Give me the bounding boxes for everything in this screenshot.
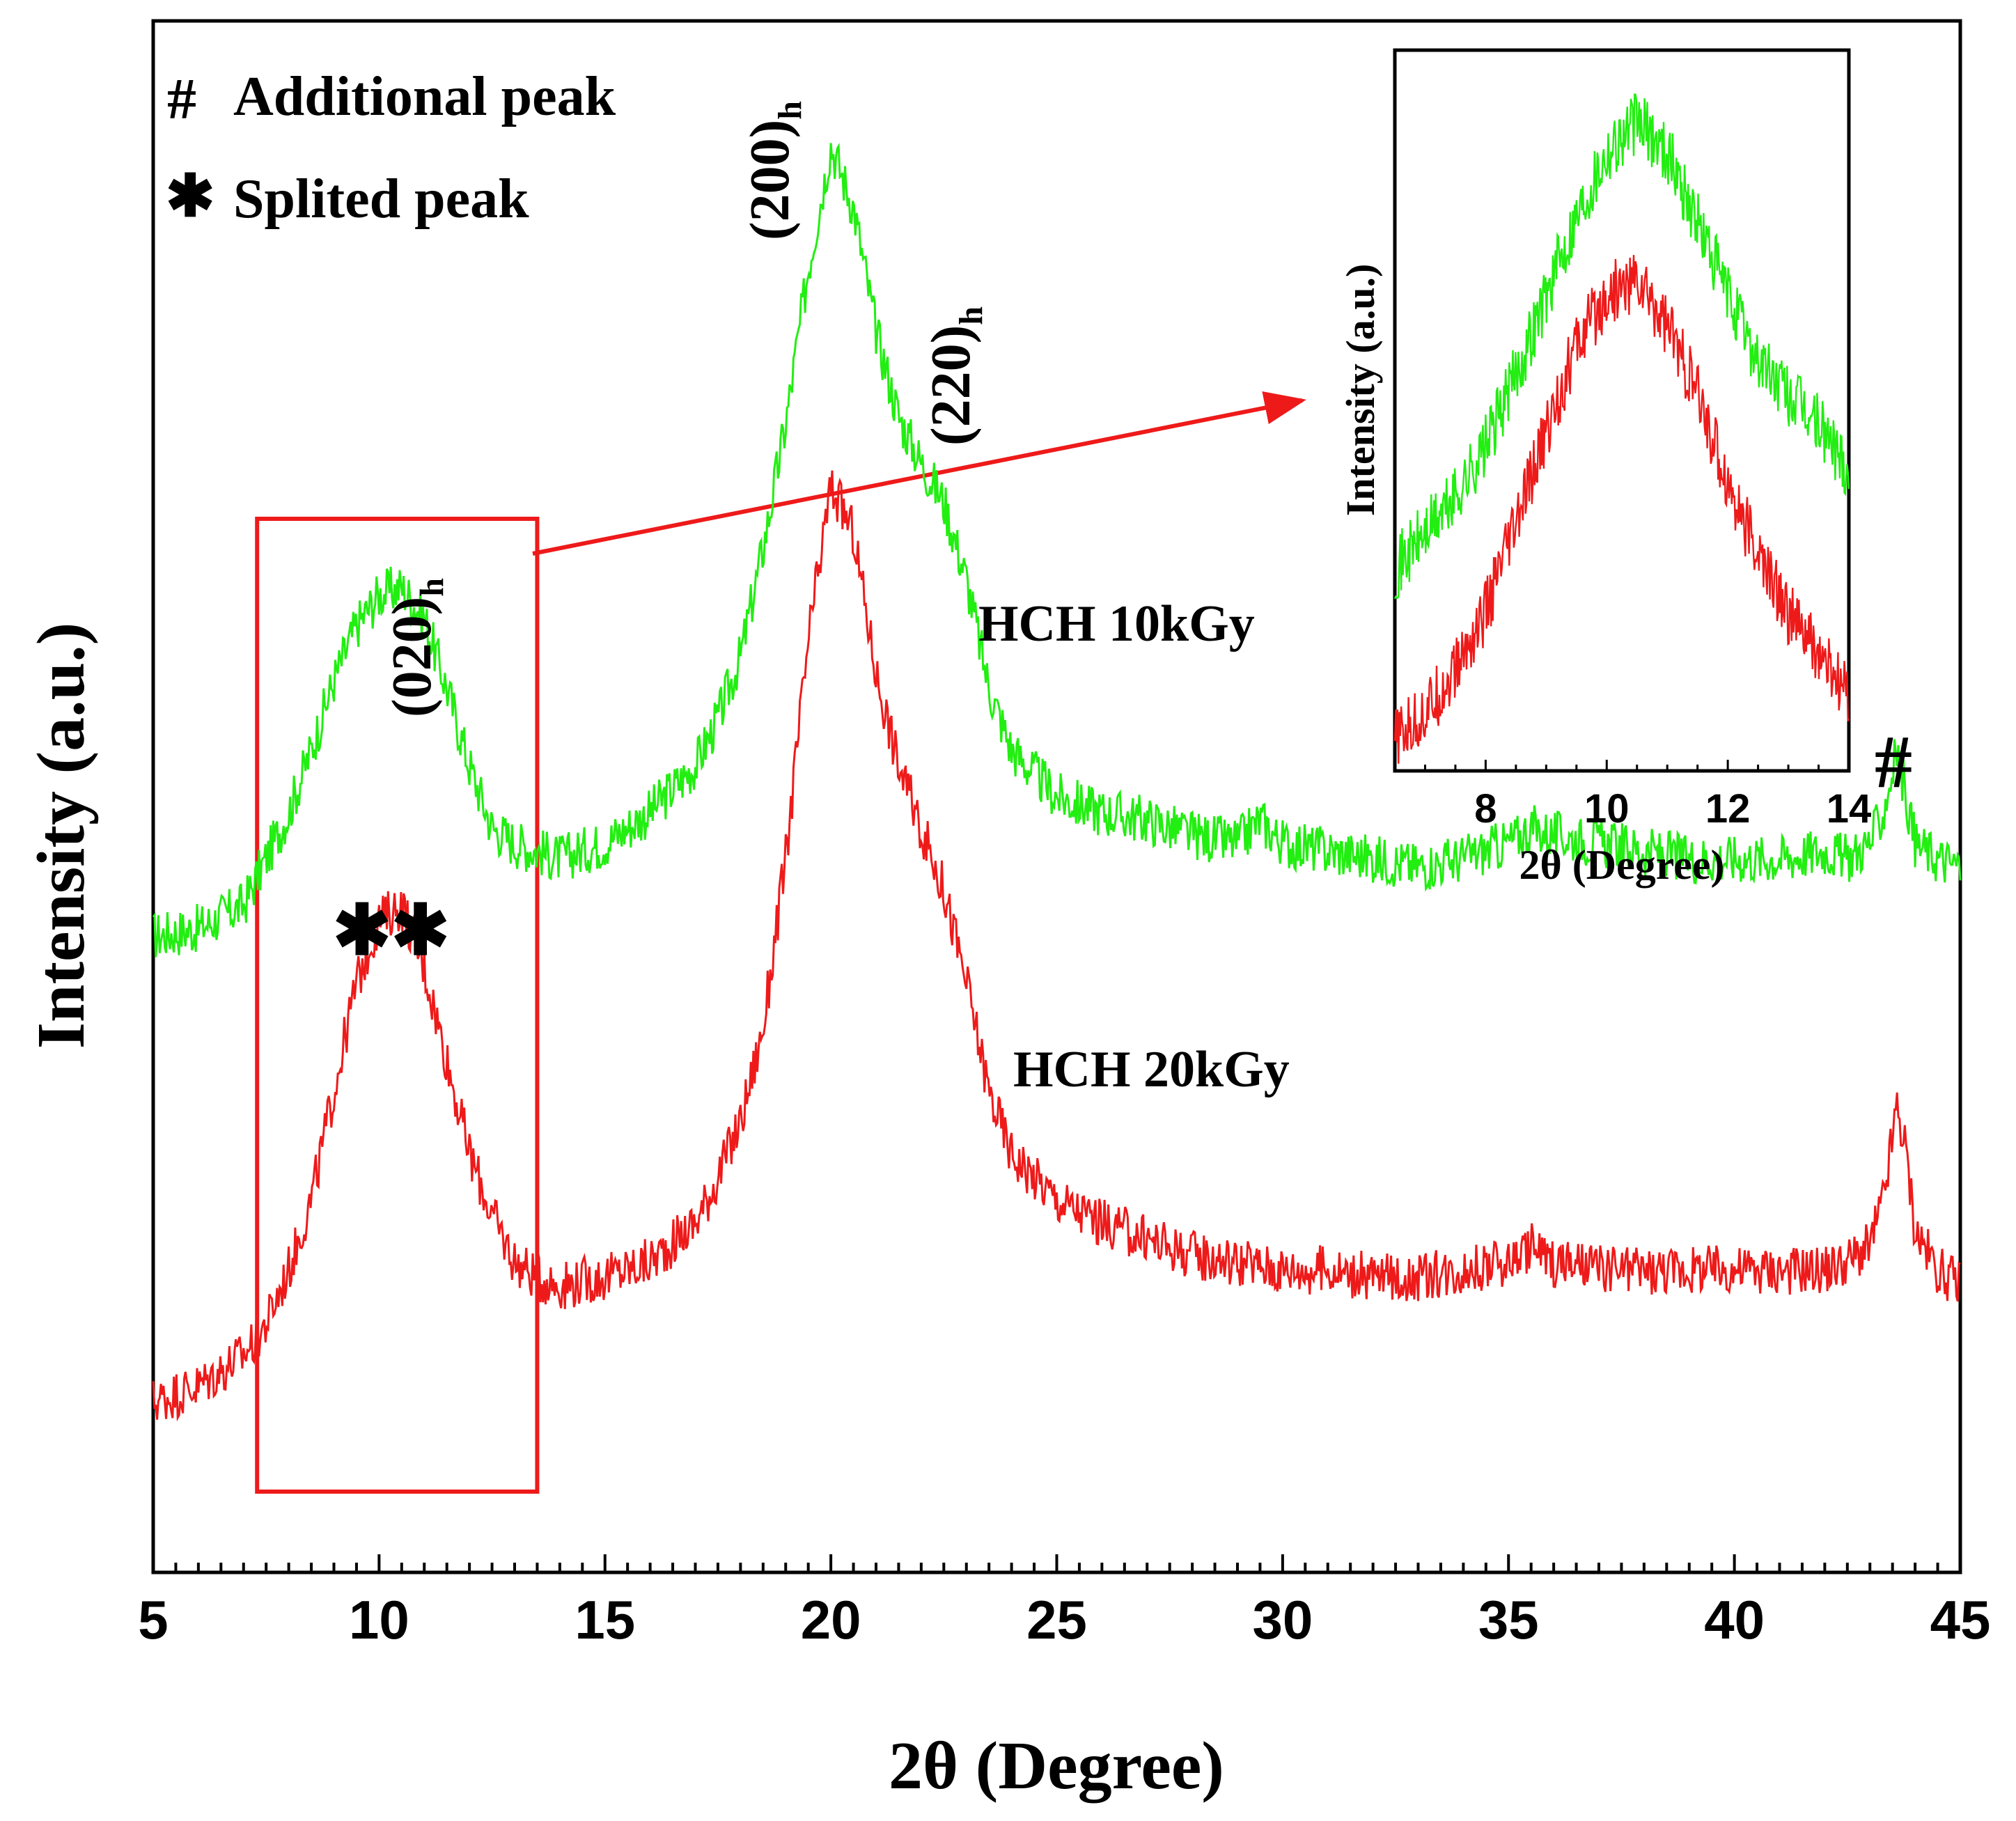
- legend-text-splitted: Splited peak: [233, 169, 529, 230]
- inset-series-line-2: [1393, 255, 1850, 764]
- peak-label-220: (220)h: [921, 306, 990, 446]
- series-label-20kgy: HCH 20kGy: [1013, 1041, 1290, 1098]
- legend-symbol-additional: #: [167, 67, 196, 132]
- inset-x-tick-label: 14: [1827, 786, 1872, 831]
- zoom-highlight-box: [255, 517, 540, 1494]
- x-axis-title: 2θ (Degree): [889, 1728, 1224, 1804]
- main-series-group: [152, 142, 1962, 1422]
- x-tick-label: 20: [801, 1589, 861, 1650]
- x-tick-label: 15: [575, 1589, 635, 1650]
- inset-series-group: [1393, 93, 1850, 764]
- x-tick-label: 45: [1930, 1589, 1991, 1650]
- y-axis-title: Intensity (a.u.): [24, 623, 99, 1049]
- x-tick-label: 30: [1252, 1589, 1313, 1650]
- split-peak-markers: ✱✱: [333, 892, 450, 969]
- inset-x-axis-ticks: 8 10 12 14: [1423, 760, 1872, 831]
- x-tick-label: 40: [1704, 1589, 1765, 1650]
- inset-x-tick-label: 10: [1584, 786, 1630, 831]
- x-tick-label: 25: [1026, 1589, 1087, 1650]
- zoom-arrow: [532, 391, 1306, 556]
- series-line-2: [152, 470, 1961, 1422]
- legend-text-additional: Additional peak: [233, 66, 616, 127]
- inset-plot: 8 10 12 14 2θ (Degree) Intensity (a.u.): [1338, 48, 1872, 888]
- x-tick-label: 35: [1478, 1589, 1539, 1650]
- legend-symbol-splitted: ✱: [166, 164, 214, 229]
- inset-x-tick-label: 12: [1705, 786, 1751, 831]
- peak-label-200: (200)h: [740, 101, 808, 240]
- peak-label-020: (020)h: [382, 578, 451, 717]
- additional-peak-marker: #: [1875, 721, 1912, 804]
- inset-series-line-1: [1393, 93, 1850, 600]
- inset-x-axis-title: 2θ (Degree): [1519, 842, 1724, 888]
- series-line-1: [152, 142, 1962, 958]
- inset-x-tick-label: 8: [1474, 786, 1497, 831]
- x-tick-label: 10: [349, 1589, 409, 1650]
- series-label-10kgy: HCH 10kGy: [978, 595, 1255, 652]
- x-tick-label: 5: [138, 1589, 168, 1650]
- inset-y-axis-title: Intensity (a.u.): [1338, 264, 1383, 517]
- x-axis-ticks: 5 10 15 20 25 30 35 40 45: [138, 1554, 1990, 1650]
